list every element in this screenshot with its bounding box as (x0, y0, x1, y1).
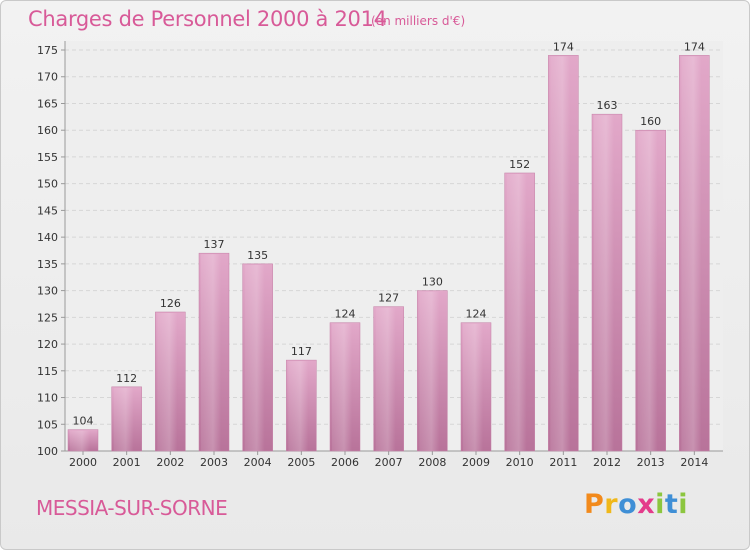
y-tick-label: 175 (37, 44, 58, 57)
logo-letter: x (637, 489, 656, 520)
y-tick-label: 135 (37, 258, 58, 271)
bar-highlight (157, 312, 178, 451)
bar-highlight (375, 307, 396, 451)
x-tick-label: 2000 (69, 456, 97, 469)
data-label: 112 (116, 372, 137, 385)
data-label: 160 (640, 115, 661, 128)
logo-letter: i (678, 489, 689, 520)
bar-highlight (594, 115, 614, 451)
y-tick-label: 155 (37, 151, 58, 164)
data-label: 124 (466, 308, 487, 321)
commune-name: MESSIA-SUR-SORNE (36, 496, 228, 520)
bar-highlight (113, 387, 134, 451)
x-tick-label: 2005 (287, 456, 315, 469)
x-tick-label: 2001 (113, 456, 141, 469)
y-tick-label: 145 (37, 204, 58, 217)
data-label: 127 (378, 292, 399, 305)
data-label: 163 (597, 99, 618, 112)
x-tick-label: 2014 (680, 456, 708, 469)
y-tick-label: 170 (37, 71, 58, 84)
y-tick-label: 120 (37, 338, 58, 351)
x-tick-label: 2003 (200, 456, 228, 469)
chart-subtitle: (en milliers d'€) (371, 14, 466, 28)
data-label: 174 (684, 40, 705, 53)
x-tick-label: 2004 (244, 456, 272, 469)
y-tick-label: 100 (37, 445, 58, 458)
data-label: 174 (553, 40, 574, 53)
bar-highlight (681, 56, 702, 451)
x-tick-label: 2013 (637, 456, 665, 469)
x-tick-label: 2008 (418, 456, 446, 469)
x-tick-label: 2002 (156, 456, 184, 469)
data-label: 117 (291, 345, 312, 358)
bar-highlight (550, 56, 571, 451)
data-label: 135 (247, 249, 268, 262)
y-tick-label: 115 (37, 365, 58, 378)
bar-highlight (637, 131, 658, 451)
logo-letter: t (664, 489, 679, 520)
logo-letter: i (655, 489, 665, 520)
data-label: 137 (204, 238, 225, 251)
proxiti-logo: Proxiti (584, 489, 688, 520)
logo-letter: o (618, 489, 638, 520)
y-tick-label: 150 (37, 178, 58, 191)
logo-letter: P (584, 489, 605, 520)
y-tick-label: 165 (37, 97, 58, 110)
data-label: 124 (335, 308, 356, 321)
x-tick-label: 2010 (506, 456, 534, 469)
y-tick-label: 130 (37, 285, 58, 298)
x-tick-label: 2012 (593, 456, 621, 469)
logo-letter: r (604, 489, 619, 520)
x-tick-label: 2007 (375, 456, 403, 469)
bar-highlight (201, 254, 221, 451)
x-tick-label: 2011 (549, 456, 577, 469)
x-tick-label: 2006 (331, 456, 359, 469)
bar-highlight (288, 361, 309, 451)
data-label: 104 (73, 415, 94, 428)
y-tick-label: 160 (37, 124, 58, 137)
y-tick-label: 110 (37, 392, 58, 405)
y-tick-label: 105 (37, 418, 58, 431)
bar-highlight (419, 291, 440, 451)
data-label: 152 (509, 158, 530, 171)
bar-highlight (463, 323, 483, 451)
y-tick-label: 125 (37, 311, 58, 324)
data-label: 130 (422, 276, 443, 289)
bar-highlight (70, 430, 90, 451)
x-tick-label: 2009 (462, 456, 490, 469)
y-tick-label: 140 (37, 231, 58, 244)
data-label: 126 (160, 297, 181, 310)
chart-title: Charges de Personnel 2000 à 2014 (28, 7, 387, 31)
bar-highlight (244, 264, 265, 451)
bar-highlight (332, 323, 352, 451)
bar-highlight (506, 173, 527, 451)
